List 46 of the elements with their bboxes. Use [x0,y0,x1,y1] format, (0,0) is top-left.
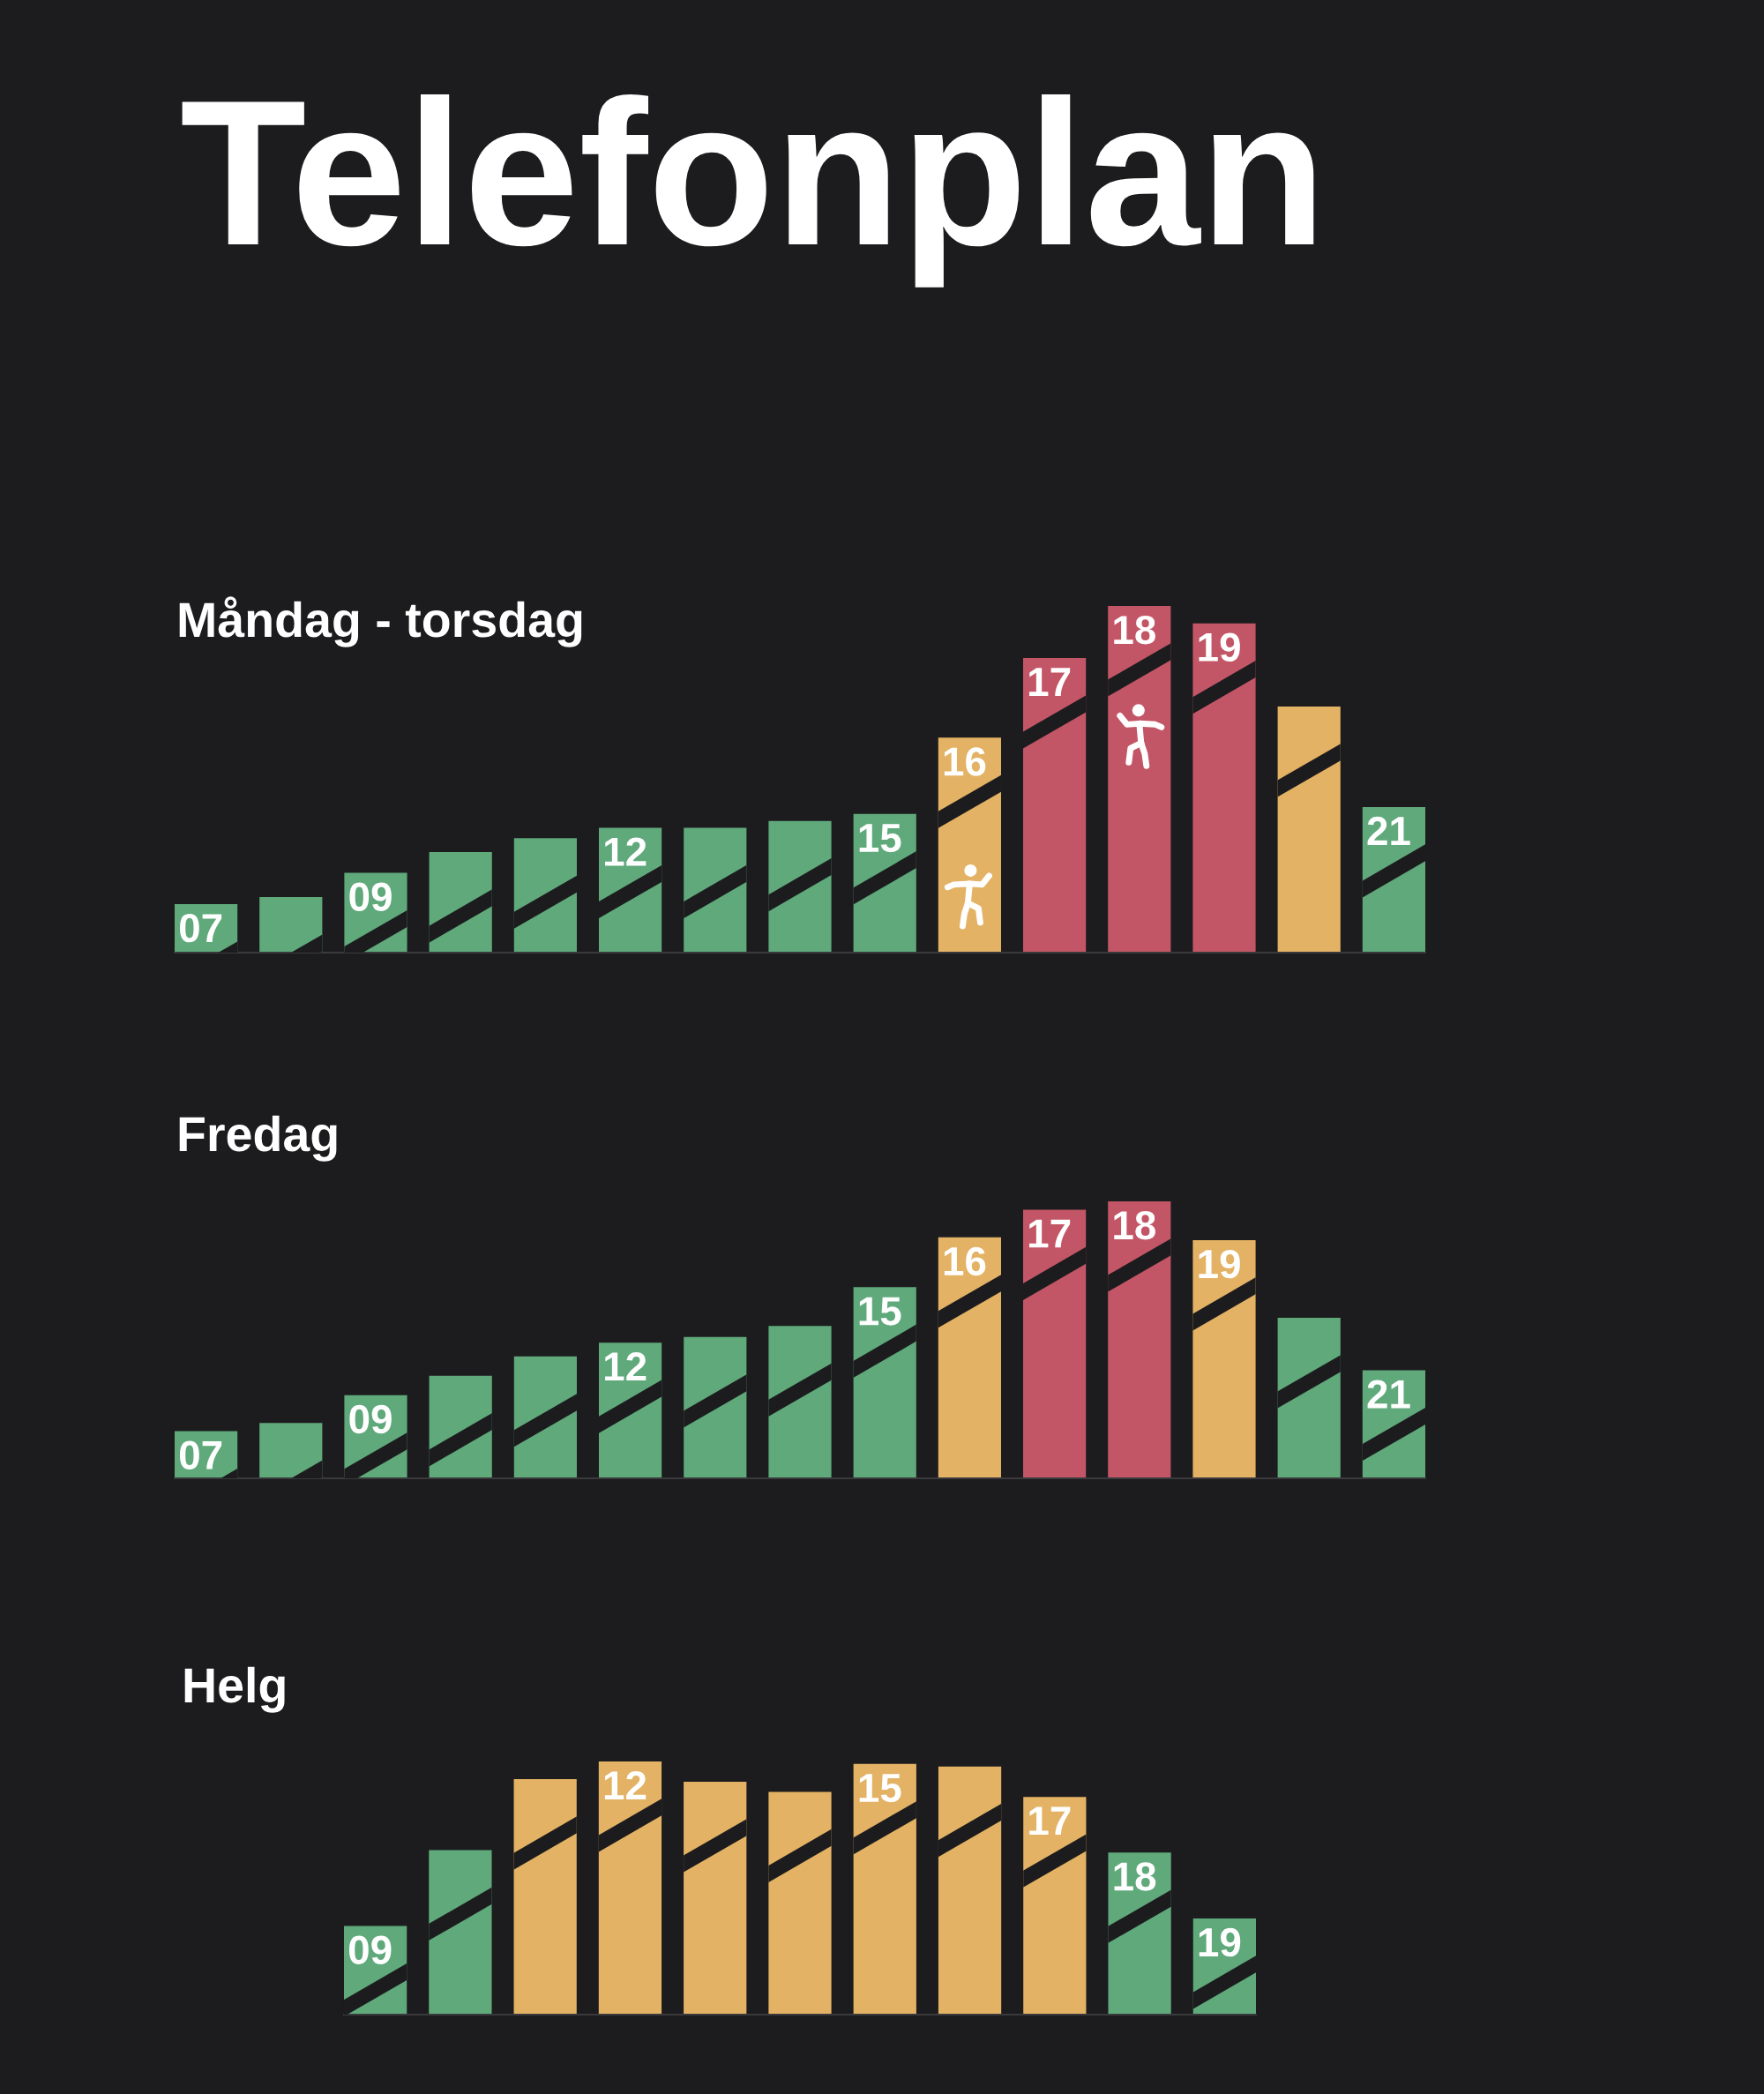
bar [513,1779,577,2015]
category-label: 19 [1199,1927,1241,1957]
category-label: 18 [1114,615,1155,645]
category-label: 12 [605,1352,647,1381]
chart-subtitle: Måndag - torsdag [179,596,582,647]
chart-subtitle: Fredag [179,1115,337,1162]
bar [853,1763,916,2015]
category-label: 12 [604,1770,647,1799]
category-label: 07 [179,1440,222,1470]
bar [1277,706,1341,953]
bar [938,1237,1001,1478]
bar [259,897,323,953]
category-label: 17 [1029,1806,1071,1836]
category-label: 12 [605,837,647,866]
category-label: 15 [859,1297,901,1326]
category-label: 07 [179,913,222,943]
bar [1023,657,1087,953]
category-label: 09 [348,1935,392,1964]
bar [938,1766,1002,2015]
bar [1192,1239,1256,1478]
bar [684,1781,747,2015]
category-label: 09 [349,882,392,911]
category-label: 18 [1114,1862,1156,1891]
chart-subtitle: Helg [184,1666,285,1713]
category-label: 21 [1367,816,1410,845]
category-label: 18 [1114,1210,1155,1240]
category-label: 17 [1029,668,1071,696]
category-label: 15 [859,1774,901,1803]
bar [1023,1797,1087,2015]
bar [598,1761,662,2015]
category-label: 15 [859,824,901,853]
bar [1108,1201,1171,1478]
bar [768,1791,832,2015]
bar [1192,623,1256,953]
category-label: 09 [349,1404,392,1434]
bar [259,1423,323,1478]
category-label: 21 [1367,1380,1410,1409]
bar [1108,606,1171,953]
bar [1023,1209,1087,1478]
category-label: 16 [944,1246,986,1276]
bar [853,1287,916,1478]
category-label: 19 [1199,632,1240,662]
category-label: 19 [1199,1249,1240,1279]
chart-title: Telefonplan [182,93,1314,288]
category-label: 16 [944,747,986,776]
category-label: 17 [1029,1219,1071,1248]
